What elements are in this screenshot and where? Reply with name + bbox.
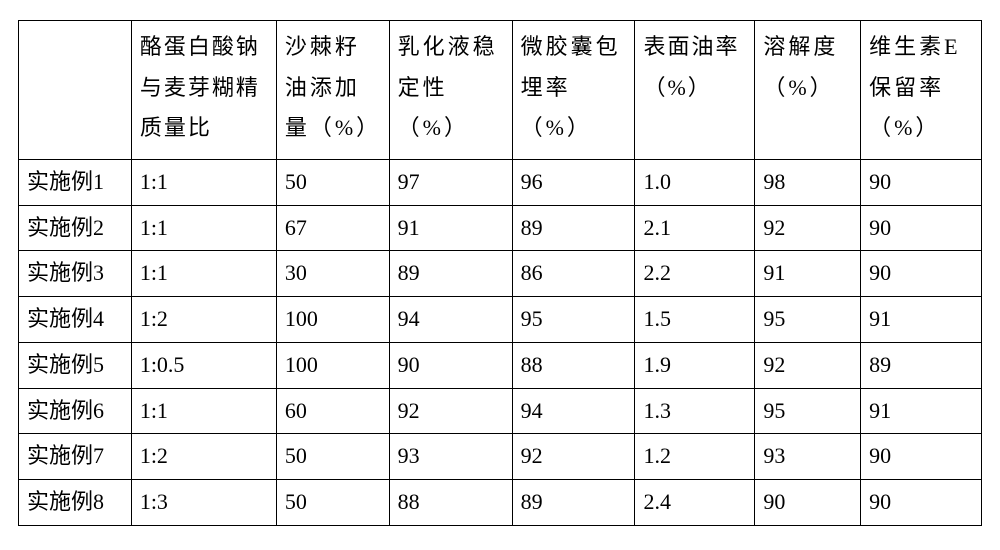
- cell-surf-oil: 1.9: [635, 342, 755, 388]
- col-header-emul: 乳化液稳定性（%）: [389, 21, 512, 160]
- col-header-ve: 维生素E保留率（%）: [861, 21, 982, 160]
- page: 酪蛋白酸钠与麦芽糊精质量比 沙棘籽油添加量（%） 乳化液稳定性（%） 微胶囊包埋…: [0, 0, 1000, 550]
- cell-label: 实施例3: [19, 251, 132, 297]
- cell-ve: 91: [861, 297, 982, 343]
- cell-ratio: 1:1: [131, 160, 276, 206]
- cell-encap: 88: [512, 342, 635, 388]
- cell-encap: 96: [512, 160, 635, 206]
- col-header-solub: 溶解度（%）: [755, 21, 861, 160]
- cell-surf-oil: 2.1: [635, 205, 755, 251]
- cell-ratio: 1:1: [131, 388, 276, 434]
- cell-oil-add: 60: [276, 388, 389, 434]
- col-header-ratio: 酪蛋白酸钠与麦芽糊精质量比: [131, 21, 276, 160]
- cell-ratio: 1:0.5: [131, 342, 276, 388]
- cell-surf-oil: 1.3: [635, 388, 755, 434]
- table-row: 实施例7 1:2 50 93 92 1.2 93 90: [19, 434, 982, 480]
- cell-ve: 90: [861, 160, 982, 206]
- cell-ratio: 1:2: [131, 434, 276, 480]
- cell-solub: 98: [755, 160, 861, 206]
- cell-encap: 92: [512, 434, 635, 480]
- table-header: 酪蛋白酸钠与麦芽糊精质量比 沙棘籽油添加量（%） 乳化液稳定性（%） 微胶囊包埋…: [19, 21, 982, 160]
- cell-solub: 91: [755, 251, 861, 297]
- cell-emul: 89: [389, 251, 512, 297]
- cell-encap: 94: [512, 388, 635, 434]
- cell-surf-oil: 1.2: [635, 434, 755, 480]
- cell-oil-add: 67: [276, 205, 389, 251]
- cell-ratio: 1:1: [131, 205, 276, 251]
- cell-solub: 93: [755, 434, 861, 480]
- cell-oil-add: 50: [276, 434, 389, 480]
- data-table: 酪蛋白酸钠与麦芽糊精质量比 沙棘籽油添加量（%） 乳化液稳定性（%） 微胶囊包埋…: [18, 20, 982, 526]
- cell-solub: 92: [755, 342, 861, 388]
- cell-surf-oil: 1.5: [635, 297, 755, 343]
- cell-ve: 90: [861, 205, 982, 251]
- cell-ratio: 1:3: [131, 479, 276, 525]
- cell-oil-add: 50: [276, 160, 389, 206]
- cell-surf-oil: 1.0: [635, 160, 755, 206]
- cell-label: 实施例8: [19, 479, 132, 525]
- cell-oil-add: 30: [276, 251, 389, 297]
- col-header-blank: [19, 21, 132, 160]
- cell-solub: 92: [755, 205, 861, 251]
- cell-ve: 90: [861, 251, 982, 297]
- cell-encap: 86: [512, 251, 635, 297]
- cell-ve: 89: [861, 342, 982, 388]
- table-row: 实施例8 1:3 50 88 89 2.4 90 90: [19, 479, 982, 525]
- cell-ratio: 1:1: [131, 251, 276, 297]
- cell-ve: 90: [861, 434, 982, 480]
- cell-emul: 88: [389, 479, 512, 525]
- cell-encap: 89: [512, 205, 635, 251]
- cell-oil-add: 100: [276, 342, 389, 388]
- table-row: 实施例2 1:1 67 91 89 2.1 92 90: [19, 205, 982, 251]
- cell-label: 实施例2: [19, 205, 132, 251]
- cell-emul: 93: [389, 434, 512, 480]
- table-row: 实施例4 1:2 100 94 95 1.5 95 91: [19, 297, 982, 343]
- cell-surf-oil: 2.2: [635, 251, 755, 297]
- col-header-surf-oil: 表面油率（%）: [635, 21, 755, 160]
- cell-label: 实施例7: [19, 434, 132, 480]
- cell-emul: 91: [389, 205, 512, 251]
- table-header-row: 酪蛋白酸钠与麦芽糊精质量比 沙棘籽油添加量（%） 乳化液稳定性（%） 微胶囊包埋…: [19, 21, 982, 160]
- cell-label: 实施例6: [19, 388, 132, 434]
- cell-emul: 92: [389, 388, 512, 434]
- cell-label: 实施例4: [19, 297, 132, 343]
- cell-oil-add: 100: [276, 297, 389, 343]
- cell-oil-add: 50: [276, 479, 389, 525]
- cell-ve: 90: [861, 479, 982, 525]
- col-header-encap: 微胶囊包埋率（%）: [512, 21, 635, 160]
- col-header-oil-add: 沙棘籽油添加量（%）: [276, 21, 389, 160]
- table-body: 实施例1 1:1 50 97 96 1.0 98 90 实施例2 1:1 67 …: [19, 160, 982, 526]
- table-row: 实施例3 1:1 30 89 86 2.2 91 90: [19, 251, 982, 297]
- cell-encap: 89: [512, 479, 635, 525]
- cell-label: 实施例5: [19, 342, 132, 388]
- cell-encap: 95: [512, 297, 635, 343]
- table-row: 实施例5 1:0.5 100 90 88 1.9 92 89: [19, 342, 982, 388]
- table-row: 实施例1 1:1 50 97 96 1.0 98 90: [19, 160, 982, 206]
- cell-solub: 95: [755, 388, 861, 434]
- cell-ve: 91: [861, 388, 982, 434]
- cell-surf-oil: 2.4: [635, 479, 755, 525]
- cell-ratio: 1:2: [131, 297, 276, 343]
- cell-emul: 97: [389, 160, 512, 206]
- cell-emul: 90: [389, 342, 512, 388]
- cell-solub: 90: [755, 479, 861, 525]
- cell-label: 实施例1: [19, 160, 132, 206]
- cell-solub: 95: [755, 297, 861, 343]
- table-row: 实施例6 1:1 60 92 94 1.3 95 91: [19, 388, 982, 434]
- cell-emul: 94: [389, 297, 512, 343]
